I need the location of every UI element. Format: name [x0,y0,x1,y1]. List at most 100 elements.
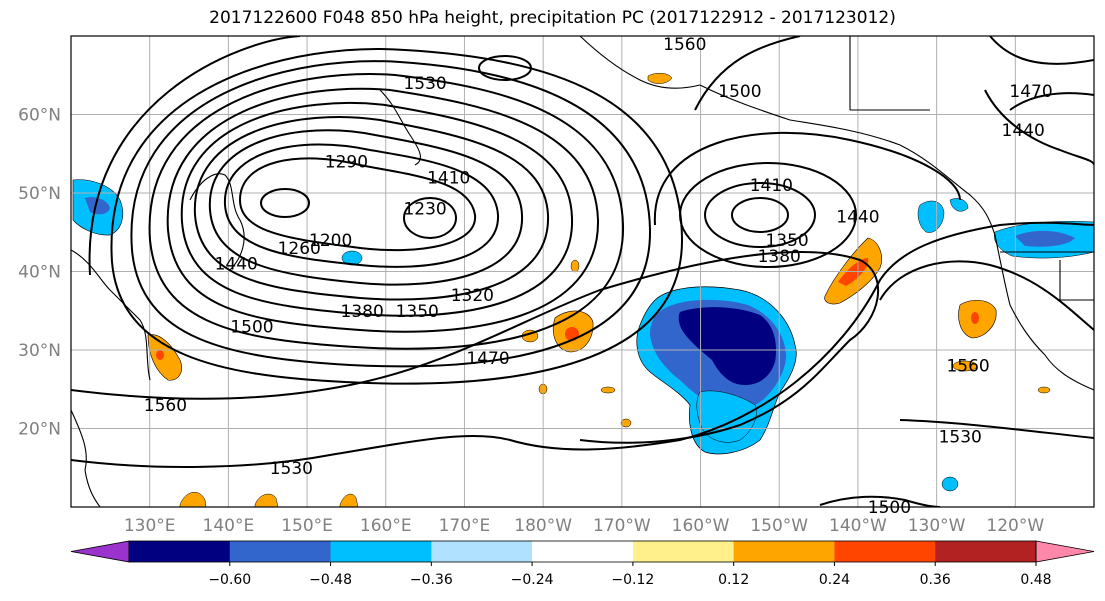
plot-frame [70,35,1095,508]
contour-label: 1260 [278,239,321,259]
colorbar-tick-label: 0.24 [819,572,850,588]
longitude-label: 180°W [514,516,572,536]
negative-precip-peak [678,307,777,385]
contour-line [403,197,457,239]
positive-precip-small2 [570,259,580,273]
colorbar-segment [834,541,936,562]
longitude-label: 150°E [281,516,333,536]
colorbar-tick-label: 0.48 [1020,572,1051,588]
contour-label: 1560 [144,396,187,416]
contour-line [1009,92,1094,111]
contour-label: 1440 [1002,121,1045,141]
contour-line [731,197,789,233]
longitude-label: 140°E [203,516,255,536]
height-contours [71,36,1094,507]
colorbar-tick-label: −0.48 [309,572,352,588]
contour-label: 1350 [396,302,439,322]
colorbar-over-extension [1035,540,1095,563]
contour-label: 1380 [758,247,801,267]
contour-label: 1560 [663,35,706,55]
negative-precip-nw-core [85,197,110,215]
contour-label: 1230 [403,200,446,220]
longitude-label: 130°E [124,516,176,536]
colorbar-frame [128,540,1037,563]
border [1059,260,1094,301]
colorbar-tick-label: −0.24 [511,572,554,588]
contour-label: 1530 [403,74,446,94]
colorbar-tick-label: 0.36 [920,572,951,588]
contour-line [71,250,879,444]
contour-line [88,36,301,276]
contour-line [180,102,574,317]
colorbar-tick-label: −0.60 [208,572,251,588]
longitude-label: 170°W [593,516,651,536]
colorbar-segment [129,541,231,562]
positive-precip-west-core [156,350,164,360]
coastline [71,249,151,381]
colorbar: −0.60 −0.48 −0.36 −0.24 −0.12 0.12 0.24 0.36 0.4… [70,540,1095,588]
contour-label: 1200 [309,231,352,251]
colorbar-segment [733,541,835,562]
contour-line [899,419,1094,439]
positive-precip-small7 [620,418,632,428]
coastline [994,234,1094,391]
contour-line [223,143,500,268]
negative-precip-east2 [949,198,969,212]
longitude-label: 150°W [750,516,808,536]
contour-line [694,36,801,111]
longitude-label: 170°E [439,516,491,536]
colorbar-segment [330,541,432,562]
positive-precip-east-core [971,312,979,324]
contour-label: 1470 [1009,82,1052,102]
positive-precip-sw2 [254,493,279,507]
longitude-label: 160°E [360,516,412,536]
coastlines [71,36,1094,507]
contour-line [208,129,524,286]
contour-label: 1530 [270,459,313,479]
positive-precip-north [647,73,673,84]
latitude-labels: 60°N 50°N 40°N 30°N 20°N [18,106,61,440]
positive-precip-sw1 [179,492,207,507]
latitude-label: 30°N [18,341,61,361]
coastline [379,89,421,166]
contour-label: 1410 [750,176,793,196]
contour-line [679,162,857,268]
coastline [189,173,245,271]
longitude-label: 160°W [672,516,730,536]
positive-precip-sw3 [339,493,359,507]
coastline [579,36,701,89]
contour-label: 1530 [939,427,982,447]
colorbar-segment [632,541,735,562]
contour-label: 1470 [466,349,509,369]
coastline [71,409,101,507]
contour-label: 1290 [325,153,368,173]
contour-label: 1440 [215,255,258,275]
contour-line [71,221,1094,468]
latitude-label: 20°N [18,420,61,440]
positive-precip-west [147,334,182,381]
contour-label: 1560 [946,357,989,377]
longitude-label: 140°W [829,516,887,536]
contour-label: 1380 [341,302,384,322]
contour-line [238,157,477,252]
contour-label: 1350 [765,231,808,251]
contour-label: 1500 [718,82,761,102]
colorbar-segment [229,541,332,562]
negative-precip-east1 [917,200,945,233]
colorbar-tick-label: 0.12 [718,572,749,588]
contour-line [984,89,1094,166]
colorbar-segment [935,541,1037,562]
colorbar-segment [431,541,533,562]
contour-line [704,182,816,248]
contour-line [148,73,625,350]
contour-line [193,115,550,301]
coastline [699,84,996,236]
contour-line [130,60,652,368]
contour-line [879,260,1094,331]
latitude-label: 40°N [18,263,61,283]
latitude-label: 60°N [18,106,61,126]
contour-line [653,131,961,226]
longitude-label: 130°W [908,516,966,536]
negative-precip-westcoast-core [1015,230,1075,247]
